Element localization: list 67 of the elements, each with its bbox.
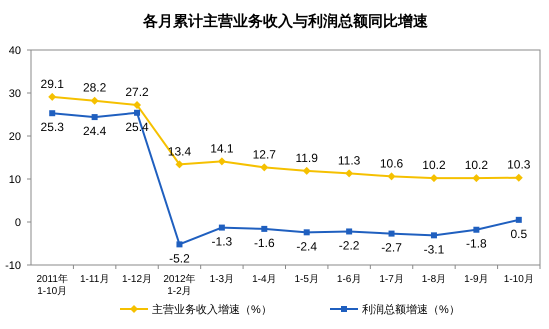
- data-label: 14.1: [210, 141, 234, 156]
- point: [388, 172, 396, 180]
- y-tick-label: 40: [8, 45, 21, 57]
- x-tick-label: 1-9月: [464, 274, 489, 285]
- y-tick-label: 0: [14, 217, 21, 229]
- y-tick-label: 20: [8, 131, 21, 143]
- point: [90, 96, 99, 105]
- point: [260, 163, 268, 172]
- x-tick-label: 1-7月: [379, 274, 404, 285]
- x-tick-label: 1-3月: [210, 274, 234, 285]
- data-label: 10.3: [507, 158, 531, 172]
- point: [472, 174, 480, 182]
- point: [218, 224, 225, 231]
- data-label: -3.1: [424, 242, 445, 256]
- y-tick-label: 10: [8, 174, 21, 186]
- point: [218, 157, 226, 166]
- point: [92, 114, 98, 120]
- data-label: -2.4: [296, 239, 318, 254]
- y-tick-label: -10: [5, 260, 21, 272]
- data-label: -1.3: [212, 234, 233, 249]
- chart-title: 各月累计主营业务收入与利润总额同比增速: [142, 12, 429, 30]
- x-tick-label: 1-4月: [252, 274, 277, 285]
- x-tick-label: 1-10月: [504, 274, 534, 285]
- data-label: -5.2: [169, 251, 190, 266]
- x-tick-label: 1-5月: [294, 274, 319, 285]
- data-label: -2.7: [381, 240, 402, 255]
- data-label: -1.6: [254, 236, 275, 250]
- x-tick-label: 1-8月: [422, 274, 446, 285]
- data-label: 10.2: [464, 158, 488, 172]
- data-label: 11.9: [295, 150, 318, 165]
- x-tick-label: 1-11月: [80, 274, 110, 285]
- point: [473, 226, 480, 233]
- point: [133, 101, 142, 110]
- data-label: -1.8: [466, 236, 488, 251]
- data-label: 10.6: [380, 156, 404, 170]
- y-tick-label: 30: [8, 88, 21, 100]
- data-label: 29.1: [40, 76, 64, 91]
- point: [516, 216, 522, 223]
- point: [176, 241, 182, 248]
- data-label: 10.2: [422, 158, 446, 172]
- x-tick-label: 1-6月: [336, 274, 362, 285]
- point: [261, 226, 268, 232]
- x-tick-label: 2011年 1-10月: [36, 273, 68, 297]
- point: [175, 160, 184, 168]
- data-label: 11.3: [338, 153, 361, 168]
- data-label: 27.2: [125, 85, 150, 100]
- x-tick-label: 1-12月: [122, 274, 152, 285]
- point: [304, 229, 310, 236]
- point: [514, 174, 523, 182]
- data-label: -2.2: [338, 238, 360, 252]
- data-label: 25.3: [40, 120, 64, 134]
- data-label: 0.5: [510, 226, 528, 241]
- point: [345, 169, 354, 178]
- point: [134, 110, 140, 116]
- point: [430, 232, 437, 238]
- data-label: 12.7: [252, 147, 276, 162]
- x-tick-label: 2012年 1-2月: [163, 273, 196, 297]
- point: [48, 92, 56, 101]
- legend-label: 主营业务收入增速（%）: [152, 303, 272, 316]
- legend-label: 利润总额增速（%）: [362, 303, 460, 316]
- point: [49, 110, 56, 116]
- data-label: 28.2: [82, 80, 107, 95]
- point: [430, 174, 438, 182]
- data-label: 24.4: [82, 124, 107, 138]
- point: [302, 166, 311, 175]
- point: [346, 228, 352, 234]
- point: [388, 230, 395, 237]
